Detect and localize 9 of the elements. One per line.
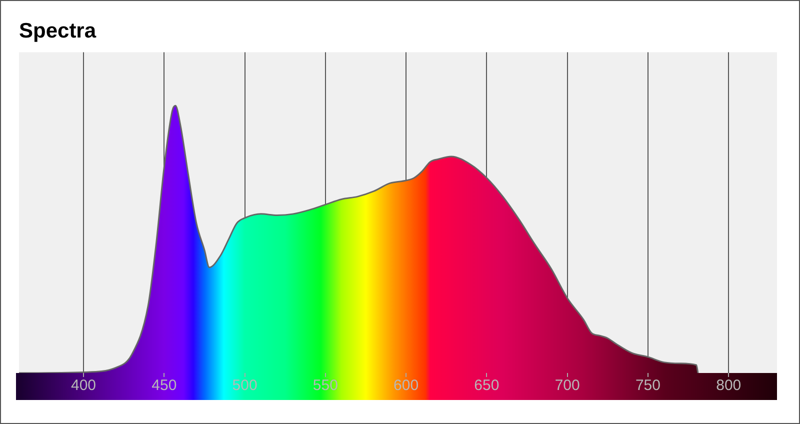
x-tick-label: 400 [70, 377, 96, 394]
x-tick-label: 700 [554, 377, 580, 394]
x-tick-label: 450 [152, 377, 177, 394]
x-tick-label: 750 [635, 377, 660, 394]
x-tick-label: 600 [394, 377, 419, 394]
chart-title: Spectra [19, 19, 96, 42]
x-tick-label: 500 [232, 377, 258, 394]
x-tick-label: 800 [716, 377, 742, 394]
x-tick-label: 650 [474, 377, 500, 394]
